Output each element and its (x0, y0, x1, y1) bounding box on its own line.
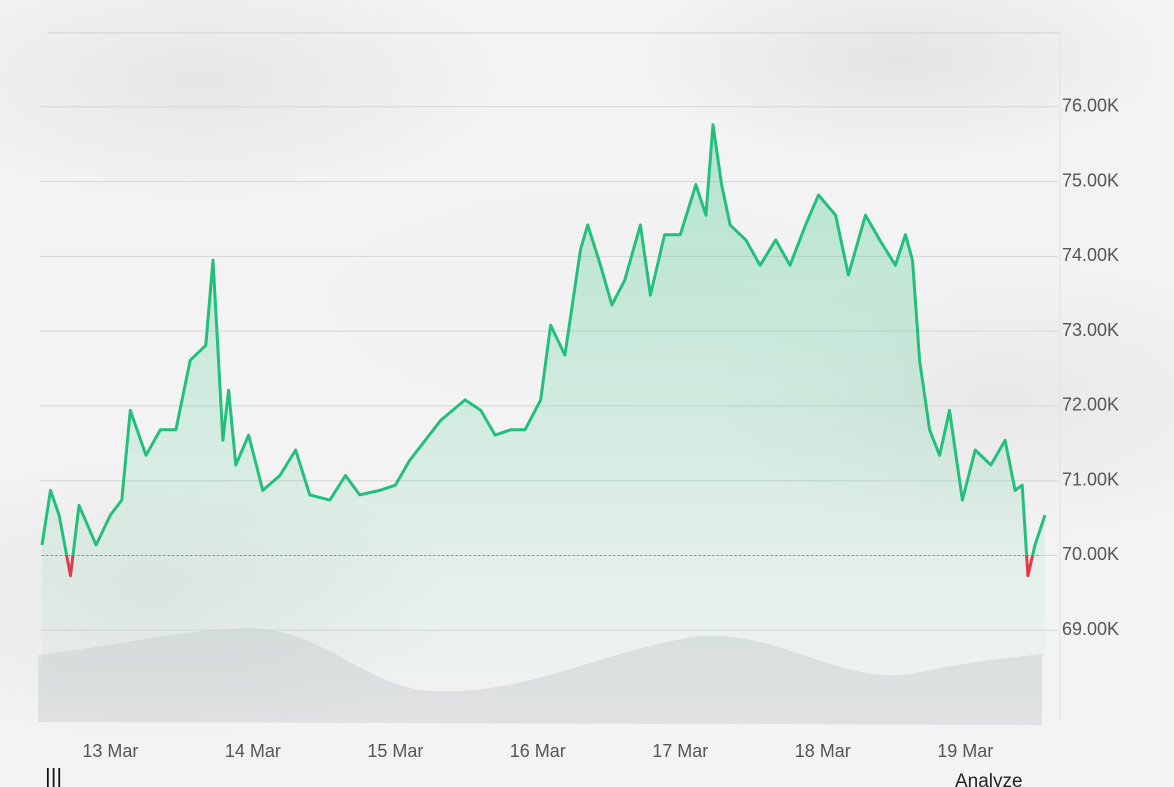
x-tick-label: 13 Mar (82, 741, 138, 761)
footer-text[interactable]: Analyze (955, 771, 1023, 787)
y-tick-label: 70.00K (1062, 544, 1119, 564)
area (42, 124, 1045, 720)
y-tick-label: 69.00K (1062, 619, 1119, 639)
y-tick-label: 76.00K (1062, 96, 1119, 116)
x-tick-label: 15 Mar (367, 741, 423, 761)
y-tick-label: 74.00K (1062, 245, 1119, 265)
y-tick-label: 72.00K (1062, 395, 1119, 415)
y-tick-label: 75.00K (1062, 170, 1119, 190)
y-tick-label: 71.00K (1062, 469, 1119, 489)
x-tick-label: 14 Mar (225, 741, 281, 761)
price-line (40, 123, 1047, 578)
menu-icon[interactable]: ||| (45, 764, 62, 787)
x-tick-label: 17 Mar (652, 741, 708, 761)
y-tick-label: 73.00K (1062, 320, 1119, 340)
x-tick-label: 16 Mar (510, 741, 566, 761)
x-tick-label: 18 Mar (795, 741, 851, 761)
x-tick-label: 19 Mar (937, 741, 993, 761)
